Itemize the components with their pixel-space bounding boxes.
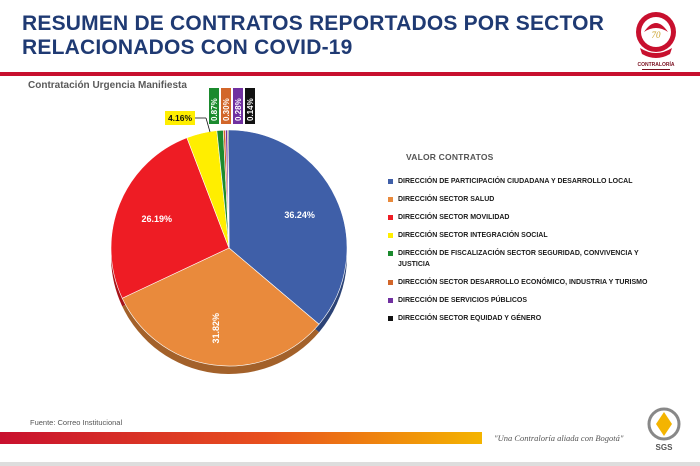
contraloria-logo: 70 CONTRALORÍA — [636, 12, 676, 70]
tagline: "Una Contraloría aliada con Bogotá" — [494, 433, 624, 443]
pie-slice-3 — [110, 137, 230, 299]
data-label-8: 0.14% — [246, 98, 255, 121]
title-line-1: RESUMEN DE CONTRATOS REPORTADOS POR SECT… — [22, 12, 605, 35]
legend-entry-4: DIRECCIÓN SECTOR INTEGRACIÓN SOCIAL — [388, 230, 648, 241]
source-note: Fuente: Correo Institucional — [30, 418, 123, 427]
legend-entry-1: DIRECCIÓN DE PARTICIPACIÓN CIUDADANA Y D… — [388, 176, 648, 187]
data-label-box-6 — [221, 88, 231, 124]
page-title: RESUMEN DE CONTRATOS REPORTADOS POR SECT… — [22, 12, 612, 60]
legend-label-2: DIRECCIÓN SECTOR SALUD — [398, 196, 495, 203]
legend-entry-6: DIRECCIÓN SECTOR DESARROLLO ECONÓMICO, I… — [388, 277, 648, 288]
pie-slice-2 — [121, 247, 320, 367]
legend-label-6: DIRECCIÓN SECTOR DESARROLLO ECONÓMICO, I… — [398, 279, 648, 286]
data-label-5: 0.87% — [210, 98, 219, 121]
legend-label-3: DIRECCIÓN SECTOR MOVILIDAD — [398, 214, 510, 221]
legend-entry-8: DIRECCIÓN SECTOR EQUIDAD Y GÉNERO — [388, 313, 648, 324]
legend-swatch-3 — [388, 215, 393, 220]
logo-text: CONTRALORÍA — [638, 60, 675, 68]
legend-entry-2: DIRECCIÓN SECTOR SALUD — [388, 194, 648, 205]
legend-swatch-7 — [388, 298, 393, 303]
legend-swatch-4 — [388, 233, 393, 238]
data-label-4: 4.16% — [168, 113, 193, 123]
legend-swatch-8 — [388, 316, 393, 321]
legend-label-4: DIRECCIÓN SECTOR INTEGRACIÓN SOCIAL — [398, 232, 548, 239]
data-label-box-4 — [165, 111, 195, 125]
sgs-certification-logo: SGS — [647, 407, 681, 452]
chart-title: Contratación Urgencia Manifiesta — [28, 80, 187, 91]
data-label-box-5 — [209, 88, 219, 124]
data-label-1: 36.24% — [284, 210, 315, 220]
data-label-box-8 — [245, 88, 255, 124]
pie-slice-1 — [228, 129, 348, 325]
footer-bar — [0, 432, 482, 444]
legend-label-8: DIRECCIÓN SECTOR EQUIDAD Y GÉNERO — [398, 315, 542, 322]
bottom-rule — [0, 462, 700, 466]
legend-swatch-1 — [388, 179, 393, 184]
data-label-box-7 — [233, 88, 243, 124]
legend-label-7: DIRECCIÓN DE SERVICIOS PÚBLICOS — [398, 297, 528, 304]
leader-line-4b — [205, 117, 211, 133]
title-line-2: RELACIONADOS CON COVID-19 — [22, 36, 353, 59]
legend-entry-7: DIRECCIÓN DE SERVICIOS PÚBLICOS — [388, 295, 648, 306]
legend-swatch-2 — [388, 197, 393, 202]
legend-swatch-6 — [388, 280, 393, 285]
legend-label-5: DIRECCIÓN DE FISCALIZACIÓN SECTOR SEGURI… — [398, 250, 639, 268]
pie-slice-8 — [227, 129, 230, 249]
header-rule — [0, 72, 700, 76]
legend-entry-5: DIRECCIÓN DE FISCALIZACIÓN SECTOR SEGURI… — [388, 248, 648, 270]
data-label-7: 0.28% — [234, 98, 243, 121]
legend-label-1: DIRECCIÓN DE PARTICIPACIÓN CIUDADANA Y D… — [398, 178, 633, 185]
legend-title: VALOR CONTRATOS — [406, 152, 494, 162]
data-label-2: 31.82% — [211, 313, 221, 344]
legend-swatch-5 — [388, 251, 393, 256]
sgs-text: SGS — [656, 443, 674, 452]
svg-text:70: 70 — [652, 30, 662, 40]
header: RESUMEN DE CONTRATOS REPORTADOS POR SECT… — [0, 0, 700, 76]
data-label-6: 0.30% — [222, 98, 231, 121]
data-label-3: 26.19% — [142, 214, 173, 224]
legend-entry-3: DIRECCIÓN SECTOR MOVILIDAD — [388, 212, 648, 223]
chart-legend: VALOR CONTRATOS DIRECCIÓN DE PARTICIPACI… — [388, 152, 648, 331]
